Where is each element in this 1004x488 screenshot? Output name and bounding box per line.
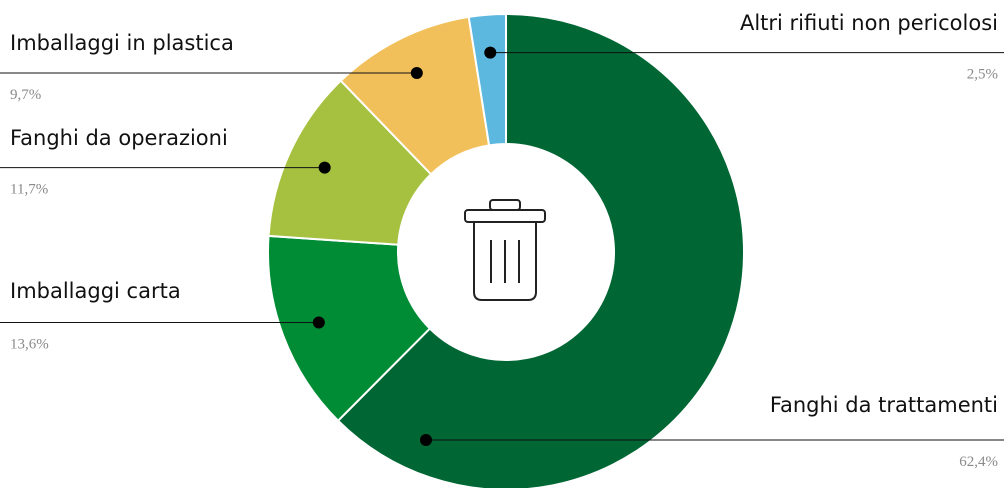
value-label: 62,4%: [959, 454, 998, 470]
slice: [336, 12, 745, 488]
leader-dot: [312, 316, 325, 329]
callouts: Fanghi da trattamenti 62,4% Imballaggi car…: [0, 11, 1004, 470]
donut: [267, 12, 745, 488]
category-label: Fanghi da operazioni: [10, 126, 228, 150]
trash-icon: [464, 199, 546, 301]
slice: [267, 234, 432, 423]
leader-dot: [420, 434, 432, 446]
leader-dot: [410, 66, 423, 79]
value-label: 11,7%: [10, 182, 48, 198]
value-label: 2,5%: [967, 67, 998, 83]
leader-dot: [318, 161, 331, 174]
category-label: Imballaggi in plastica: [10, 31, 234, 55]
category-label: Imballaggi carta: [10, 279, 181, 303]
category-label: Fanghi da trattamenti: [770, 393, 998, 417]
slice: [467, 12, 507, 147]
value-label: 13,6%: [10, 336, 49, 352]
leader-dot: [484, 46, 497, 59]
category-label: Altri rifiuti non pericolosi: [740, 11, 998, 35]
value-label: 9,7%: [10, 87, 41, 103]
